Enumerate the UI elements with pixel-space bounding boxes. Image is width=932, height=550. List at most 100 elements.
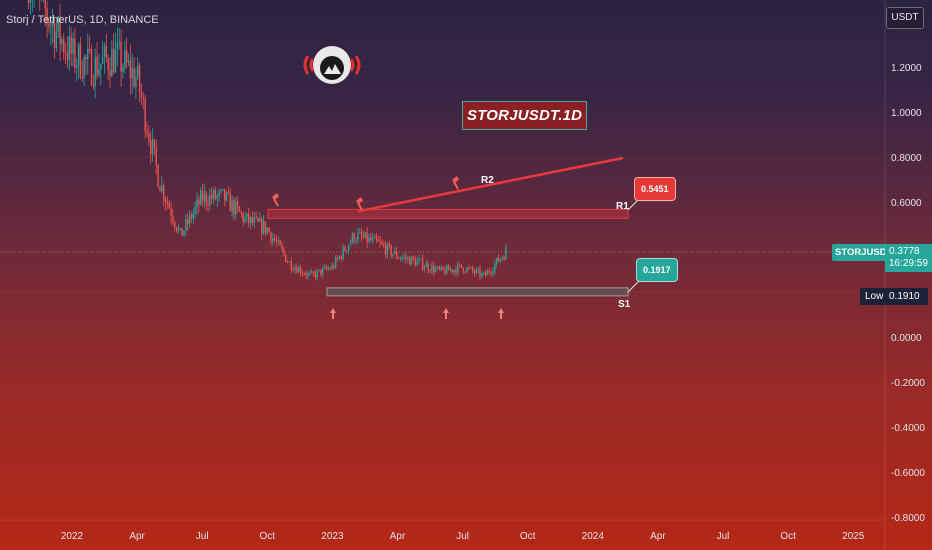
candle-body <box>409 257 411 265</box>
candle-body <box>390 245 392 256</box>
candle-body <box>340 256 342 259</box>
candle-body <box>288 261 291 263</box>
candle-body <box>327 268 329 270</box>
candle-body <box>453 269 455 273</box>
candle-body <box>179 227 181 229</box>
candle-body <box>484 272 487 276</box>
candle-body <box>103 45 106 57</box>
candle-body <box>170 208 172 217</box>
candle-body <box>386 243 389 255</box>
candle-body <box>238 206 241 212</box>
candle-body <box>63 39 65 53</box>
candle-body <box>222 189 224 190</box>
candle-body <box>479 269 481 277</box>
candle-body <box>120 41 122 72</box>
r1-label: R1 <box>616 201 629 212</box>
candle-body <box>87 48 89 60</box>
candle-body <box>138 64 141 92</box>
candle-body <box>64 52 67 53</box>
candle-body <box>351 233 354 243</box>
candle-body <box>77 44 80 65</box>
candle-body <box>266 228 268 233</box>
candle-body <box>440 267 442 270</box>
candle-body <box>322 268 324 275</box>
candle-body <box>127 60 130 63</box>
current-symbol-label: STORJUSDT <box>832 244 896 261</box>
candle-body <box>231 200 233 212</box>
candle-body <box>235 201 237 215</box>
candle-body <box>316 270 318 278</box>
candle-body <box>249 217 252 223</box>
candle-body <box>483 272 485 274</box>
candle-body <box>214 189 217 199</box>
candle-body <box>155 147 157 166</box>
markers <box>272 176 504 319</box>
x-tick-label: Jul <box>717 531 730 542</box>
candle-body <box>216 195 218 199</box>
candle-body <box>314 273 317 278</box>
candle-body <box>140 91 143 98</box>
y-tick-label: 0.8000 <box>891 153 922 164</box>
up-arrow-icon <box>498 308 504 319</box>
candle-body <box>460 264 463 268</box>
candle-body <box>329 268 331 270</box>
candle-body <box>397 257 400 259</box>
low-label: Low <box>860 288 889 305</box>
candle-body <box>177 228 180 231</box>
candle-body <box>27 0 30 3</box>
candle-body <box>388 243 391 246</box>
candle-body <box>159 186 161 192</box>
candle-body <box>114 48 117 73</box>
candle-body <box>277 240 280 242</box>
candle-body <box>268 228 270 233</box>
s1-zone <box>326 287 629 297</box>
candle-body <box>298 267 300 273</box>
candle-body <box>212 189 215 199</box>
candle-body <box>457 264 459 274</box>
candle-body <box>370 237 372 241</box>
x-axis: 2022 Apr Jul Oct 2023 Apr Jul Oct 2024 Apr Jul Oct 2… <box>61 531 865 542</box>
candle-body <box>375 235 378 240</box>
candle-body <box>407 257 409 260</box>
candle-body <box>66 52 69 60</box>
candle-body <box>125 50 128 63</box>
candle-body <box>466 267 468 273</box>
candle-body <box>116 42 119 49</box>
candle-body <box>175 227 178 231</box>
r2-trendline <box>357 156 624 213</box>
candle-body <box>392 254 394 256</box>
y-tick-label: 0.0000 <box>891 333 922 344</box>
candle-body <box>364 232 366 238</box>
candle-body <box>83 56 85 78</box>
y-tick-label: -0.2000 <box>891 378 925 389</box>
candle-body <box>227 192 230 194</box>
x-tick-label: Jul <box>196 531 209 542</box>
candle-body <box>161 185 163 192</box>
candle-body <box>360 232 363 237</box>
candle-body <box>320 269 322 275</box>
candle-body <box>347 245 350 251</box>
candle-body <box>497 257 500 262</box>
candle-body <box>505 247 507 260</box>
candle-body <box>394 251 396 255</box>
candle-body <box>366 232 368 243</box>
candle-body <box>449 269 452 271</box>
candle-body <box>79 44 82 77</box>
candle-body <box>137 64 139 78</box>
candle-body <box>194 206 196 214</box>
astronaut-logo-icon <box>303 46 361 84</box>
s1-label: S1 <box>618 299 631 310</box>
candle-body <box>490 272 492 274</box>
candle-body <box>262 221 265 234</box>
candle-body <box>248 213 250 223</box>
candle-body <box>220 189 222 192</box>
candles <box>27 0 507 281</box>
candle-body <box>48 21 50 27</box>
candle-body <box>113 48 115 73</box>
currency-button[interactable]: USDT <box>886 7 924 29</box>
candle-body <box>135 77 137 87</box>
candle-body <box>318 269 320 271</box>
hammer-icon <box>272 193 280 207</box>
